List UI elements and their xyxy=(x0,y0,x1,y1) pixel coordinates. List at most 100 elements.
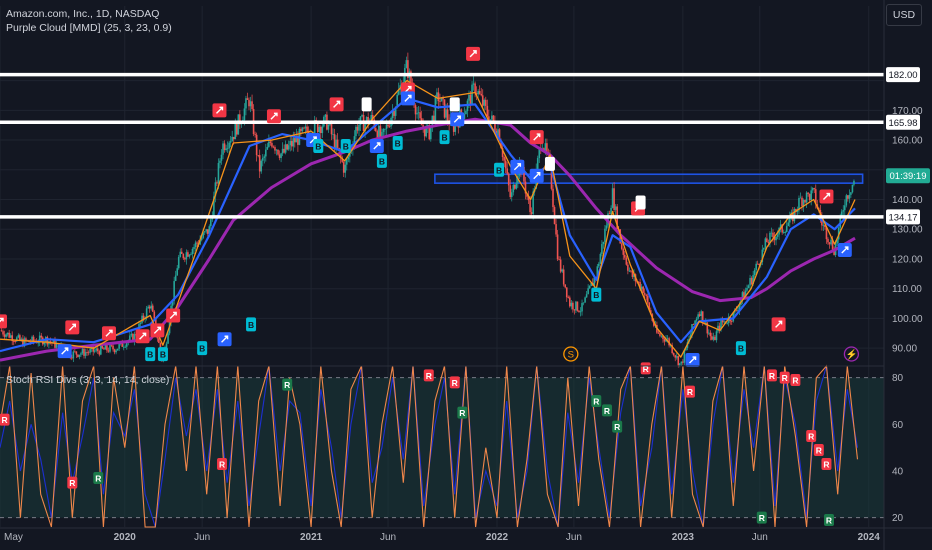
candle-down xyxy=(40,335,43,338)
candle-up xyxy=(93,350,96,352)
level-price-tag-text: 165.98 xyxy=(888,118,917,129)
rocket-icon xyxy=(333,100,341,108)
candle-up xyxy=(785,226,788,232)
candle-up xyxy=(263,156,266,158)
candle-up xyxy=(382,128,385,132)
candle-up xyxy=(222,143,224,155)
candle-up xyxy=(78,354,81,357)
candle-down xyxy=(478,91,481,94)
divergence-marker xyxy=(779,371,790,384)
candle-up xyxy=(268,141,270,147)
b-signal-label xyxy=(313,139,324,153)
divergence-marker-label: R xyxy=(643,364,649,374)
candle-up xyxy=(81,348,84,354)
level-price-tag xyxy=(886,67,920,83)
candle-down xyxy=(645,294,647,296)
candle-down xyxy=(356,126,359,131)
divergence-marker-label: R xyxy=(614,422,620,432)
candle-up xyxy=(842,210,845,212)
candle-up xyxy=(491,115,493,120)
candle-down xyxy=(642,286,644,293)
candle-up xyxy=(89,348,91,353)
candle-down xyxy=(773,236,776,241)
candle-down xyxy=(801,197,803,207)
candle-down xyxy=(698,314,701,316)
candle-up xyxy=(770,232,773,234)
rocket-icon xyxy=(453,115,461,123)
candle-up xyxy=(208,226,211,234)
rocket-icon xyxy=(775,320,783,328)
candle-down xyxy=(480,93,483,96)
candle-up xyxy=(179,251,182,257)
candle-up xyxy=(167,333,169,344)
candle-up xyxy=(205,229,208,232)
candle-up xyxy=(199,240,201,245)
candle-up xyxy=(596,266,599,278)
b-signal-label xyxy=(392,136,403,151)
candle-up xyxy=(843,205,846,211)
candle-up xyxy=(799,197,802,199)
divergence-marker xyxy=(684,385,695,398)
candle-down xyxy=(500,140,502,149)
candle-down xyxy=(564,284,567,288)
candle-up xyxy=(744,290,747,298)
b-signal-label xyxy=(735,341,746,356)
oscillator-legend[interactable]: Stoch RSI Divs (3, 3, 14, 14, close) xyxy=(6,374,170,386)
candle-up xyxy=(599,253,602,264)
candle-up xyxy=(850,192,852,195)
candle-up xyxy=(228,142,230,149)
candle-down xyxy=(290,141,293,147)
candle-down xyxy=(77,354,79,357)
currency-button[interactable]: USD xyxy=(886,4,922,26)
rocket-icon xyxy=(513,163,522,171)
candle-down xyxy=(631,270,634,277)
candle-up xyxy=(753,269,756,276)
candle-up xyxy=(602,241,605,245)
price-tick-label: 110.00 xyxy=(892,284,922,295)
divergence-marker-label: R xyxy=(452,378,458,388)
level-price-tag-text: 182.00 xyxy=(888,70,917,81)
divergence-marker xyxy=(766,369,777,382)
candle-up xyxy=(570,302,573,307)
candle-up xyxy=(588,286,591,289)
candle-up xyxy=(512,184,515,193)
candle-up xyxy=(280,153,282,158)
candle-down xyxy=(831,239,834,250)
candle-up xyxy=(830,239,832,245)
candle-down xyxy=(672,352,675,356)
candle-down xyxy=(19,335,21,341)
candle-down xyxy=(620,243,623,249)
candle-up xyxy=(587,288,589,295)
rocket-icon xyxy=(0,317,4,323)
divergence-marker-label: R xyxy=(823,460,829,470)
candle-up xyxy=(370,115,373,121)
rocket-icon xyxy=(105,329,113,337)
divergence-marker xyxy=(217,458,228,470)
candle-up xyxy=(214,182,217,197)
candle-down xyxy=(555,224,557,235)
candle-up xyxy=(122,346,125,348)
candle-up xyxy=(95,348,98,351)
candle-down xyxy=(808,193,811,201)
candle-up xyxy=(304,126,307,129)
b-signal-label xyxy=(157,347,168,362)
candle-up xyxy=(471,84,473,105)
candle-up xyxy=(213,196,215,217)
candle-down xyxy=(330,123,333,135)
symbol-legend[interactable]: Amazon.com, Inc., 1D, NASDAQ xyxy=(6,8,160,20)
candle-down xyxy=(469,94,472,105)
candle-down xyxy=(2,331,4,335)
candle-up xyxy=(17,335,20,338)
price-tick-label: 170.00 xyxy=(892,106,923,117)
divergence-marker xyxy=(0,413,10,426)
osc-tick-label: 60 xyxy=(892,420,904,431)
overbought-oversold-band xyxy=(0,377,884,518)
candle-down xyxy=(824,225,826,228)
candle-down xyxy=(608,213,611,215)
candle-up xyxy=(358,124,360,131)
candle-down xyxy=(527,196,530,201)
divergence-marker-label: R xyxy=(769,371,775,381)
indicator-legend[interactable]: Purple Cloud [MMD] (25, 3, 23, 0.9) xyxy=(6,22,172,34)
candle-down xyxy=(552,188,554,208)
